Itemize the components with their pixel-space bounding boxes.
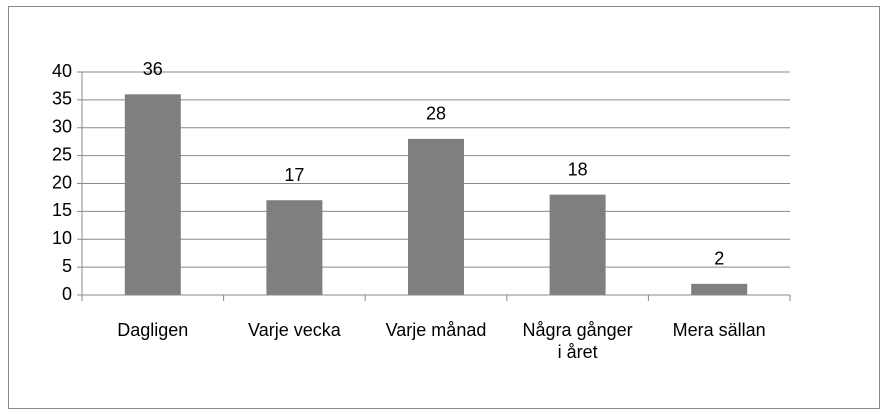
data-label: 17 xyxy=(284,165,304,185)
y-tick-label: 40 xyxy=(52,61,72,81)
bar xyxy=(124,94,181,295)
x-tick-label: Mera sällan xyxy=(672,320,766,340)
bar xyxy=(549,194,606,295)
y-tick-label: 30 xyxy=(52,117,72,137)
bar xyxy=(266,200,323,295)
data-label: 18 xyxy=(568,159,588,179)
y-tick-label: 10 xyxy=(52,228,72,248)
data-label: 28 xyxy=(426,104,446,124)
x-tick-label: Dagligen xyxy=(117,320,189,340)
y-tick-label: 0 xyxy=(62,284,72,304)
bar xyxy=(691,283,748,295)
y-tick-label: 15 xyxy=(52,200,72,220)
y-tick-label: 20 xyxy=(52,172,72,192)
x-tick-label: Varje månad xyxy=(385,320,487,340)
x-tick-label: Några gånger i året xyxy=(522,320,633,362)
y-tick-label: 5 xyxy=(62,256,72,276)
data-label: 36 xyxy=(143,59,163,79)
y-tick-label: 35 xyxy=(52,89,72,109)
x-tick-label: Varje vecka xyxy=(248,320,341,340)
y-tick-label: 25 xyxy=(52,144,72,164)
data-label: 2 xyxy=(714,249,724,269)
bar xyxy=(408,138,464,295)
